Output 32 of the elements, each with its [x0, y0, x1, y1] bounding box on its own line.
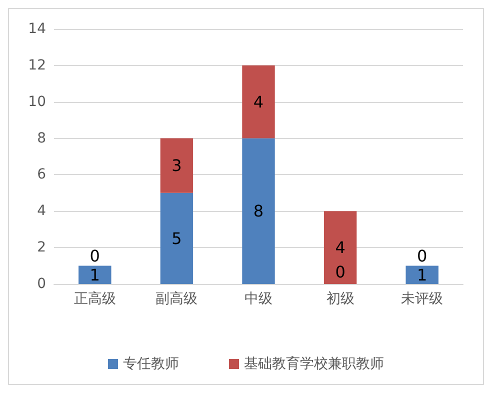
legend-label: 专任教师 — [123, 356, 179, 372]
bar — [160, 138, 194, 193]
data-label: 1 — [90, 265, 100, 284]
data-label: 5 — [172, 228, 182, 248]
legend-label: 基础教育学校兼职教师 — [244, 355, 384, 372]
y-tick-label: 12 — [28, 57, 46, 74]
bar — [242, 65, 275, 138]
y-tick-label: 8 — [37, 130, 46, 146]
x-tick-label: 正高级 — [74, 291, 116, 307]
x-tick-label: 未评级 — [401, 291, 444, 307]
bar — [160, 192, 194, 284]
y-tick-label: 4 — [37, 203, 46, 220]
data-label: 3 — [172, 156, 182, 176]
y-tick-label: 10 — [28, 94, 46, 110]
data-label: 0 — [90, 246, 100, 266]
x-tick-label: 初级 — [326, 291, 354, 307]
x-tick-label: 副高级 — [156, 291, 198, 307]
y-tick-label: 2 — [37, 240, 46, 256]
bar — [406, 266, 438, 284]
bar — [242, 138, 275, 284]
data-label: 1 — [417, 265, 428, 284]
bar — [78, 266, 112, 284]
x-tick-label: 中级 — [244, 291, 272, 307]
data-label: 0 — [417, 246, 428, 266]
data-label: 4 — [335, 238, 346, 258]
data-label: 0 — [335, 262, 346, 282]
y-tick-label: 0 — [37, 276, 46, 292]
bar — [324, 211, 357, 284]
data-label: 8 — [253, 202, 264, 221]
y-tick-label: 14 — [28, 21, 46, 37]
data-label: 4 — [253, 92, 264, 112]
y-tick-label: 6 — [37, 166, 46, 183]
